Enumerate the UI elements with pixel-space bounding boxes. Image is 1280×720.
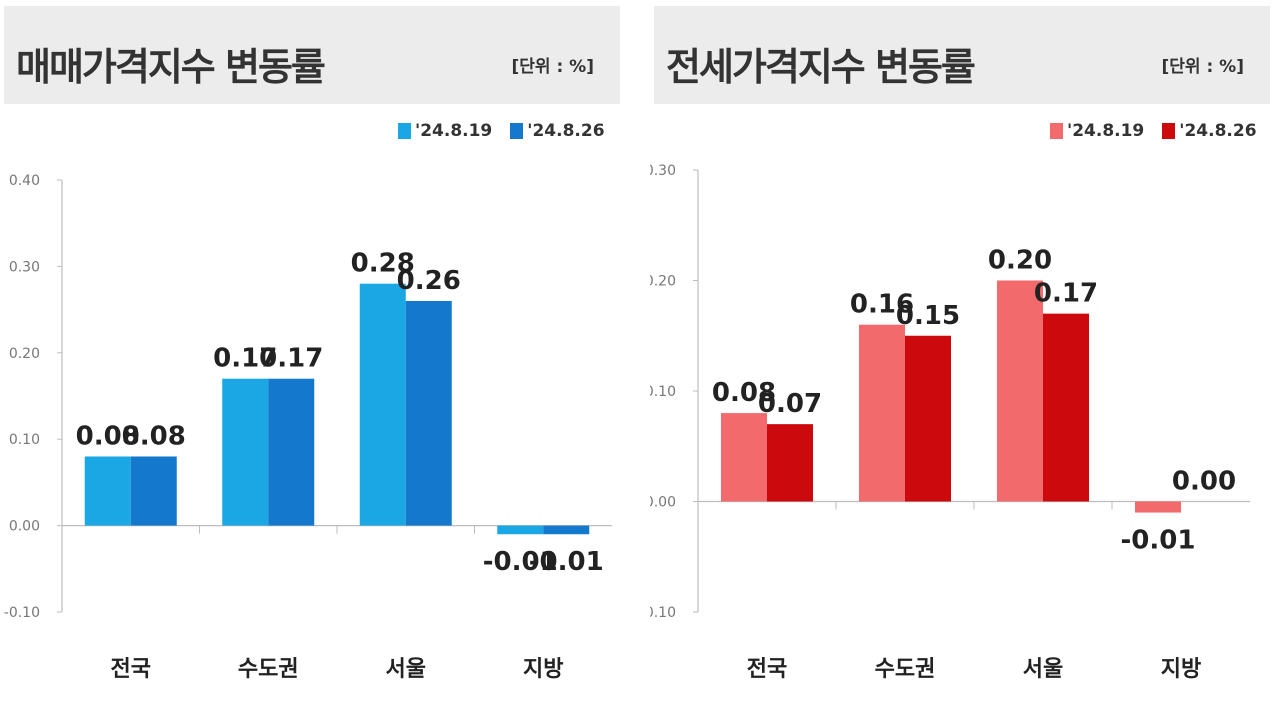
category-label: 수도권 — [875, 657, 936, 682]
category-label: 수도권 — [238, 657, 299, 682]
sale-price-panel: 매매가격지수 변동률 [단위 : %] '24.8.19 '24.8.26 0.… — [0, 0, 630, 720]
bar-수도권-series-2 — [268, 378, 315, 526]
legend-item-series-1: '24.8.19 — [1050, 121, 1144, 141]
bar-서울-series-2 — [1043, 313, 1089, 502]
chart-legend: '24.8.19 '24.8.26 — [398, 118, 605, 144]
y-tick-label: 0.00 — [9, 519, 40, 535]
data-label: 0.17 — [1034, 279, 1098, 309]
jeonse-price-panel: 전세가격지수 변동률 [단위 : %] '24.8.19 '24.8.26 0.… — [650, 0, 1280, 720]
legend-item-series-2: '24.8.26 — [510, 121, 605, 141]
data-label: 0.28 — [351, 249, 415, 279]
jeonse-price-bar-chart: 0.30 0.20 0.10 0.00 -0.10 0.080.07 전국 0.160.15 수… — [650, 163, 1250, 682]
category-label: 서울 — [1023, 657, 1063, 682]
data-label: -0.01 — [483, 547, 558, 577]
y-tick-label: 0.40 — [9, 173, 40, 189]
chart-legend: '24.8.19 '24.8.26 — [1050, 118, 1257, 144]
data-label: 0.26 — [397, 266, 461, 296]
data-label: 0.08 — [76, 421, 140, 451]
legend-label: '24.8.26 — [527, 121, 605, 141]
y-tick-label: 0.10 — [9, 432, 40, 448]
legend-item-series-1: '24.8.19 — [398, 121, 492, 141]
sale-price-bar-chart: 0.400.300.200.100.00-0.100.080.08전국0.170… — [4, 173, 612, 682]
chart-title: 전세가격지수 변동률 — [666, 45, 976, 89]
y-tick-label: 0.20 — [9, 346, 40, 362]
bar-지방-series-1 — [497, 525, 544, 535]
bar-서울-series-1 — [359, 283, 406, 526]
bar-전국-series-2 — [767, 424, 813, 502]
panel-header: 전세가격지수 변동률 [단위 : %] — [654, 6, 1270, 104]
category-label: 전국 — [111, 657, 151, 682]
category-label: 지방 — [523, 657, 563, 682]
chart-title: 매매가격지수 변동률 — [16, 45, 326, 89]
data-label: -0.01 — [529, 547, 604, 577]
bar-서울-series-1 — [997, 280, 1043, 502]
y-tick-label: -0.10 — [650, 605, 676, 621]
category-label: 서울 — [386, 657, 426, 682]
data-label: 0.16 — [850, 290, 914, 320]
y-tick-label: 0.10 — [650, 384, 676, 400]
bar-전국-series-1 — [84, 456, 131, 526]
legend-swatch — [398, 123, 411, 139]
y-tick-label: 0.00 — [650, 495, 676, 511]
legend-swatch — [1050, 123, 1063, 139]
legend-item-series-2: '24.8.26 — [1162, 121, 1257, 141]
panel-header: 매매가격지수 변동률 [단위 : %] — [4, 6, 620, 104]
legend-swatch — [510, 123, 524, 139]
category-label: 전국 — [747, 657, 787, 682]
data-label: -0.01 — [1121, 526, 1196, 556]
bar-서울-series-2 — [405, 300, 452, 526]
category-label: 지방 — [1161, 657, 1201, 682]
data-label: 0.00 — [1172, 467, 1236, 497]
bar-지방-series-2 — [543, 525, 590, 535]
data-label: 0.08 — [712, 378, 776, 408]
y-tick-label: 0.20 — [650, 274, 676, 290]
bar-전국-series-2 — [130, 456, 177, 526]
bar-수도권-series-1 — [222, 378, 269, 526]
unit-label: [단위 : %] — [1161, 57, 1245, 77]
bar-수도권-series-2 — [905, 335, 951, 502]
data-label: 0.17 — [259, 344, 323, 374]
y-tick-label: 0.30 — [650, 163, 676, 179]
legend-label: '24.8.26 — [1179, 121, 1257, 141]
legend-swatch — [1162, 123, 1176, 139]
bar-지방-series-1 — [1135, 501, 1181, 513]
data-label: 0.15 — [896, 301, 960, 331]
unit-label: [단위 : %] — [511, 57, 595, 77]
bar-수도권-series-1 — [859, 324, 905, 502]
data-label: 0.17 — [213, 344, 277, 374]
bar-전국-series-1 — [721, 413, 767, 502]
y-tick-label: -0.10 — [4, 605, 40, 621]
data-label: 0.20 — [988, 246, 1052, 276]
data-label: 0.07 — [758, 389, 822, 419]
data-label: 0.08 — [122, 421, 186, 451]
y-tick-label: 0.30 — [9, 259, 40, 275]
legend-label: '24.8.19 — [1067, 121, 1145, 141]
legend-label: '24.8.19 — [415, 121, 493, 141]
